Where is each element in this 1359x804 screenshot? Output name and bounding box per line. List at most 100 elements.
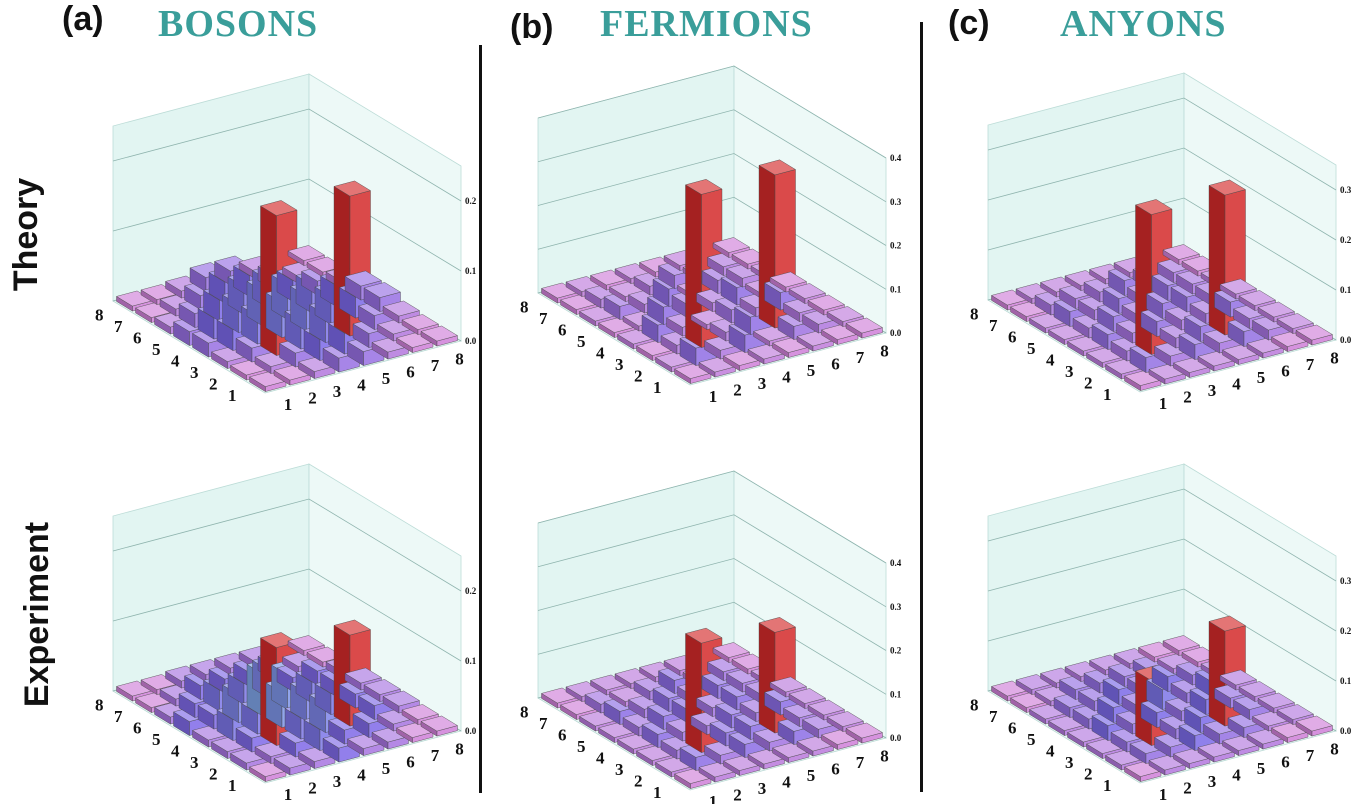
x-axis-label: 6 (1281, 362, 1290, 381)
z-gridline (537, 601, 887, 695)
divider-left (479, 45, 482, 793)
y-axis-label: 7 (539, 309, 548, 328)
x-axis-label: 1 (709, 792, 718, 804)
y-axis-label: 3 (615, 355, 624, 374)
panel-b-letter: (b) (510, 8, 554, 46)
z-tick-label: 0.4 (890, 558, 902, 568)
bar-5-1 (346, 733, 385, 756)
x-axis-label: 7 (1306, 355, 1315, 374)
z-gridline (537, 514, 887, 608)
y-axis-label: 2 (1084, 373, 1093, 392)
bar-8-1 (1295, 715, 1334, 737)
z-tick-label: 0.2 (890, 646, 902, 656)
bar-3-1 (297, 356, 336, 379)
bar-8-5 (1219, 669, 1258, 691)
y-axis-label: 5 (1027, 730, 1036, 749)
bar-8-1 (420, 715, 459, 737)
z-gridline (112, 498, 462, 592)
z-tick-label: 0.1 (465, 656, 477, 666)
y-axis-label: 6 (558, 725, 567, 744)
y-axis-label: 3 (190, 363, 199, 382)
z-tick-label: 0.0 (1340, 726, 1352, 736)
bar-7-1 (395, 332, 434, 353)
x-axis-label: 3 (1208, 772, 1217, 791)
y-axis-label: 2 (209, 764, 218, 783)
z-tick-label: 0.1 (1340, 285, 1352, 295)
y-axis-label: 6 (133, 328, 142, 347)
bar-4-1 (747, 748, 786, 770)
x-axis-label: 1 (284, 395, 293, 414)
y-axis-label: 3 (1065, 753, 1074, 772)
y-axis-label: 4 (596, 748, 605, 767)
y-axis-label: 4 (596, 343, 605, 362)
x-axis-label: 8 (880, 342, 889, 361)
x-axis-label: 8 (880, 747, 889, 766)
y-axis-label: 8 (95, 695, 104, 714)
z-tick-label: 0.1 (890, 689, 902, 699)
y-axis-label: 8 (520, 297, 529, 316)
y-axis-label: 4 (1046, 350, 1055, 369)
bar-6-1 (796, 735, 835, 757)
x-axis-label: 3 (1208, 381, 1217, 400)
x-axis-label: 2 (308, 389, 317, 408)
x-axis-label: 5 (382, 759, 391, 778)
z-gridline (112, 568, 462, 662)
bar-8-1 (1295, 324, 1334, 346)
x-axis-label: 3 (758, 374, 767, 393)
y-axis-label: 1 (228, 776, 237, 795)
z-gridline (987, 538, 1337, 632)
y-axis-label: 3 (615, 760, 624, 779)
y-axis-label: 7 (989, 316, 998, 335)
x-axis-label: 7 (431, 356, 440, 375)
x-axis-label: 4 (1232, 375, 1241, 394)
x-axis-label: 2 (308, 779, 317, 798)
z-tick-label: 0.3 (1340, 576, 1352, 586)
bar-1-1 (673, 363, 712, 384)
z-tick-label: 0.1 (890, 284, 902, 294)
z-gridline (537, 196, 887, 290)
bar-1-1 (1123, 761, 1162, 782)
bar-7-8 (1137, 641, 1176, 663)
z-gridline (987, 488, 1337, 582)
x-axis-label: 7 (856, 753, 865, 772)
panel-c-letter: (c) (948, 4, 990, 42)
x-axis-label: 6 (406, 363, 415, 382)
x-axis-label: 6 (1281, 753, 1290, 772)
x-axis-label: 8 (1330, 349, 1339, 368)
y-axis-label: 6 (133, 718, 142, 737)
x-axis-label: 1 (1159, 785, 1168, 804)
y-axis-label: 4 (171, 351, 180, 370)
y-axis-label: 6 (1008, 718, 1017, 737)
y-axis-label: 5 (577, 737, 586, 756)
y-axis-label: 5 (577, 332, 586, 351)
x-axis-label: 7 (431, 746, 440, 765)
y-axis-label: 8 (95, 305, 104, 324)
z-gridline (537, 109, 887, 203)
z-gridline (112, 178, 462, 272)
x-axis-label: 5 (382, 369, 391, 388)
z-tick-label: 0.0 (890, 733, 902, 743)
bar-6-1 (1246, 728, 1285, 750)
z-tick-label: 0.3 (890, 197, 902, 207)
z-tick-label: 0.0 (465, 336, 477, 346)
z-tick-label: 0.0 (890, 328, 902, 338)
bar-8-1 (845, 722, 884, 744)
z-tick-label: 0.3 (1340, 185, 1352, 195)
y-axis-label: 2 (209, 374, 218, 393)
bar-1-3 (210, 346, 249, 369)
x-axis-label: 4 (782, 773, 791, 792)
z-gridline (987, 588, 1337, 682)
y-axis-label: 4 (1046, 741, 1055, 760)
y-axis-label: 8 (970, 695, 979, 714)
y-axis-label: 8 (970, 304, 979, 323)
x-axis-label: 8 (455, 740, 464, 759)
bar-3-1 (722, 350, 761, 371)
x-axis-label: 1 (709, 387, 718, 406)
panel-a-title: BOSONS (158, 3, 319, 45)
x-axis-label: 5 (1257, 759, 1266, 778)
z-tick-label: 0.1 (465, 266, 477, 276)
y-axis-label: 5 (1027, 339, 1036, 358)
